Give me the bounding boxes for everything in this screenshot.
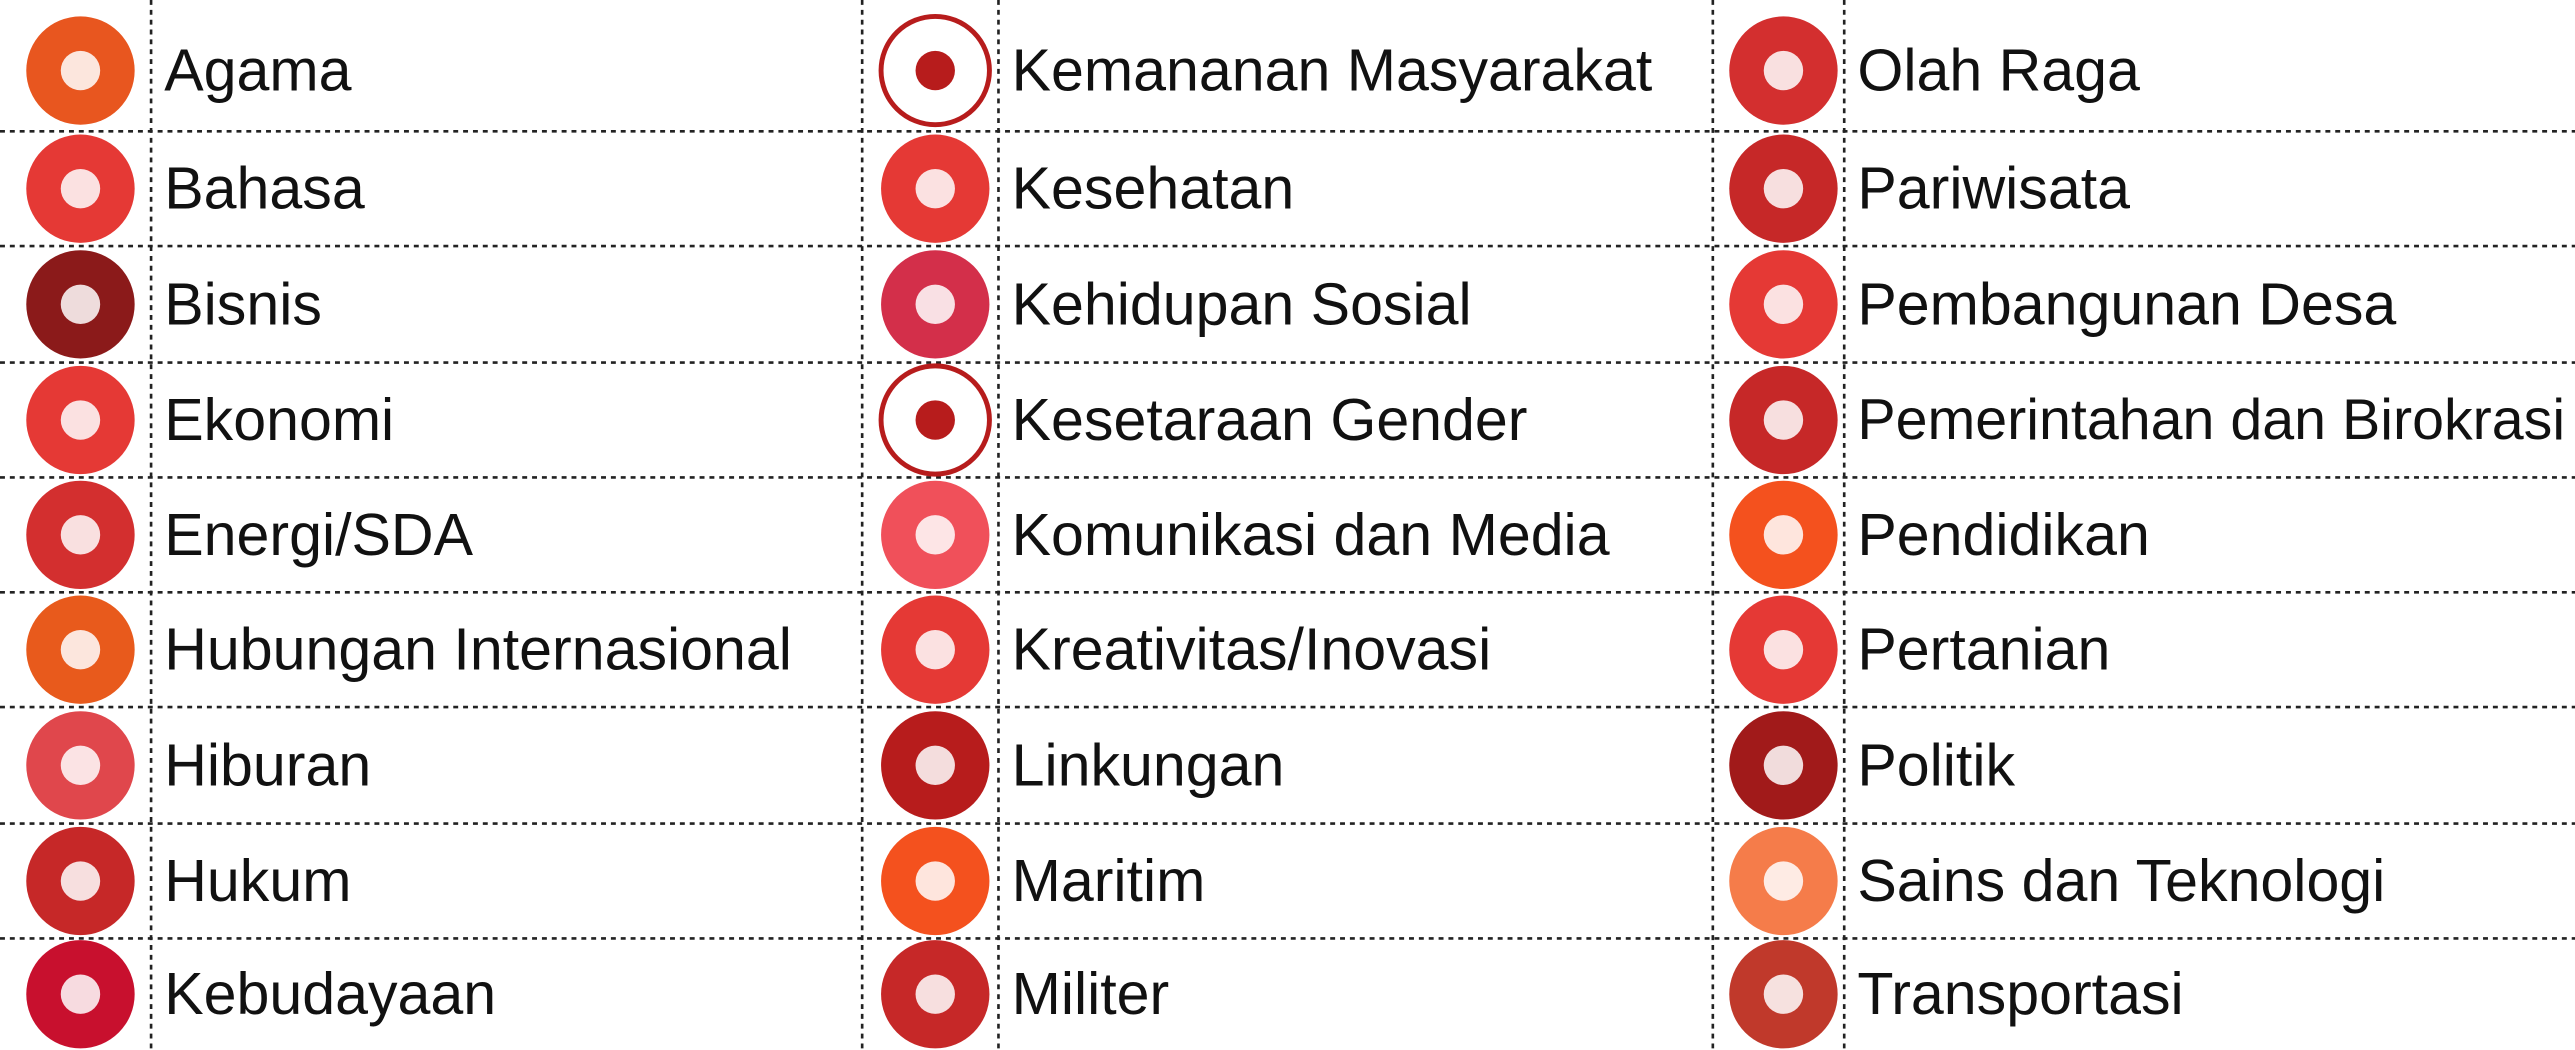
category-label[interactable]: Hubungan Internasional [164, 617, 792, 683]
icon-glyph [915, 974, 955, 1014]
icon-glyph [915, 400, 955, 440]
category-label[interactable]: Olah Raga [1857, 38, 2140, 104]
category-label[interactable]: Pariwisata [1857, 156, 2130, 222]
icon-glyph [1763, 974, 1804, 1014]
category-label[interactable]: Transportasi [1857, 961, 2183, 1027]
icon-glyph [60, 515, 101, 555]
icon-glyph [60, 284, 101, 325]
icon-glyph [1763, 861, 1804, 901]
category-label[interactable]: Bahasa [164, 156, 365, 222]
category-label[interactable]: Agama [164, 38, 351, 104]
icon-glyph [60, 630, 101, 670]
category-label[interactable]: Maritim [1012, 848, 1206, 914]
icon-glyph [1763, 50, 1804, 91]
category-label[interactable]: Linkungan [1012, 732, 1285, 798]
icon-glyph [1763, 630, 1804, 670]
category-label[interactable]: Energi/SDA [164, 502, 473, 568]
category-label[interactable]: Kreativitas/Inovasi [1012, 617, 1492, 683]
category-label[interactable]: Ekonomi [164, 387, 394, 453]
icon-glyph [1763, 400, 1804, 440]
icon-glyph [1763, 515, 1804, 555]
icon-glyph [915, 515, 955, 555]
icon-glyph [915, 745, 955, 786]
category-label[interactable]: Kesetaraan Gender [1012, 387, 1528, 453]
icon-glyph [915, 861, 955, 901]
icon-glyph [60, 168, 101, 209]
category-label[interactable]: Kemananan Masyarakat [1012, 38, 1653, 104]
category-label[interactable]: Kesehatan [1012, 156, 1295, 222]
category-label[interactable]: Pemerintahan dan Birokrasi [1857, 388, 2565, 452]
icon-glyph [915, 168, 955, 209]
icon-glyph [1763, 284, 1804, 325]
icon-glyph [915, 630, 955, 670]
category-label[interactable]: Komunikasi dan Media [1012, 502, 1610, 568]
category-label[interactable]: Sains dan Teknologi [1857, 848, 2385, 914]
icon-glyph [60, 745, 101, 786]
category-label[interactable]: Politik [1857, 732, 2015, 798]
category-label[interactable]: Kebudayaan [164, 961, 496, 1027]
category-label[interactable]: Hiburan [164, 732, 371, 798]
category-label[interactable]: Pertanian [1857, 617, 2110, 683]
icon-glyph [60, 861, 101, 901]
icon-glyph [915, 50, 955, 91]
category-label[interactable]: Bisnis [164, 271, 322, 337]
icon-glyph [1763, 745, 1804, 786]
category-label[interactable]: Hukum [164, 848, 351, 914]
category-label[interactable]: Kehidupan Sosial [1012, 271, 1472, 337]
icon-glyph [915, 284, 955, 325]
category-label[interactable]: Pendidikan [1857, 502, 2149, 568]
icon-glyph [60, 50, 101, 91]
icon-glyph [1763, 168, 1804, 209]
icon-glyph [60, 400, 101, 440]
icon-glyph [60, 974, 101, 1014]
category-label[interactable]: Militer [1012, 961, 1170, 1027]
category-label[interactable]: Pembangunan Desa [1857, 271, 2396, 337]
